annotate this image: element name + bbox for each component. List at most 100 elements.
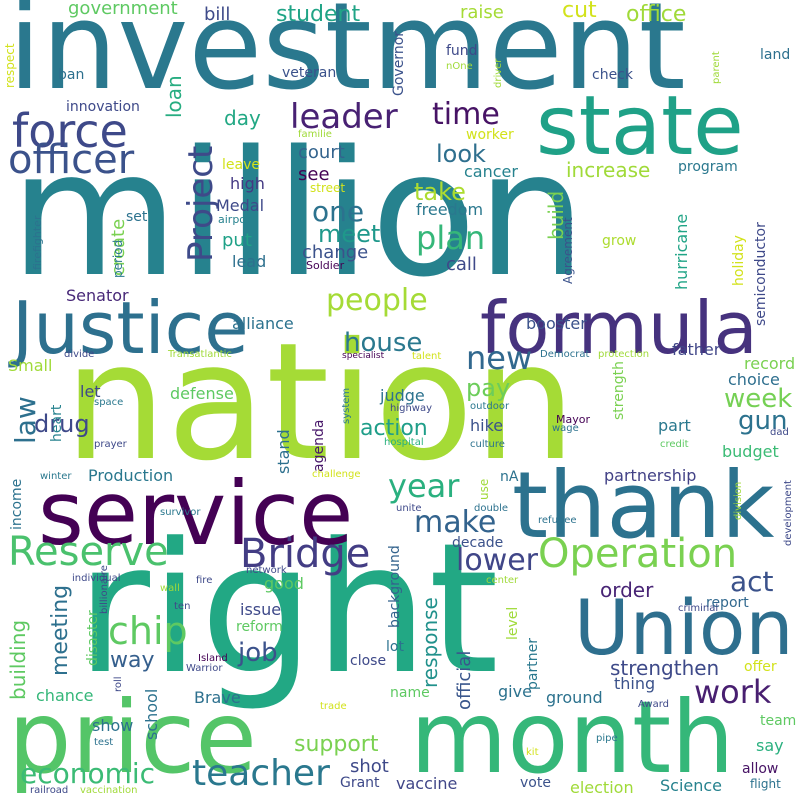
word-put: put	[222, 230, 252, 251]
word-leader: leader	[290, 97, 398, 137]
word-formula: formula	[480, 286, 758, 370]
word-chance: chance	[36, 686, 94, 705]
word-divide: divide	[64, 349, 95, 360]
word-million: million	[10, 113, 587, 315]
word-allow: allow	[742, 761, 779, 777]
word-change: change	[302, 242, 369, 263]
word-investment: investment	[8, 0, 686, 117]
word-grow: grow	[602, 233, 637, 249]
word-brave: Brave	[194, 688, 241, 707]
word-island: Island	[198, 653, 228, 664]
word-issue: issue	[240, 600, 282, 619]
word-official: official	[454, 650, 475, 710]
word-period: period	[111, 239, 125, 278]
word-thank: thank	[512, 452, 775, 559]
word-action: action	[360, 416, 428, 441]
word-talent: talent	[412, 351, 442, 362]
word-set: set	[126, 209, 148, 225]
word-way: way	[110, 648, 155, 673]
word-award: Award	[638, 699, 670, 710]
word-school: school	[142, 688, 161, 740]
word-culture: culture	[470, 439, 505, 450]
word-vaccination: vaccination	[80, 785, 138, 796]
word-act: act	[730, 565, 774, 598]
word-job: job	[238, 638, 278, 668]
word-chip: chip	[108, 609, 188, 653]
word-grant: Grant	[340, 775, 380, 791]
word-office: office	[626, 2, 687, 27]
word-meet: meet	[318, 220, 381, 248]
word-father: father	[672, 340, 721, 359]
word-meeting: meeting	[48, 584, 73, 676]
word-close: close	[350, 653, 387, 669]
word-teacher: teacher	[192, 753, 330, 794]
word-strengthen: strengthen	[610, 656, 720, 680]
word-bill: bill	[204, 4, 231, 25]
word-medal: Medal	[216, 196, 265, 215]
word-month: month	[410, 679, 735, 796]
word-price: price	[8, 679, 257, 796]
word-show: show	[92, 716, 134, 735]
word-project: Project	[181, 145, 221, 262]
word-income: income	[9, 478, 25, 530]
word-hospital: hospital	[384, 437, 424, 448]
word-ban: ban	[58, 67, 85, 83]
word-space: space	[94, 397, 124, 408]
word-operation: Operation	[538, 531, 738, 577]
word-outdoor: outdoor	[470, 401, 510, 412]
word-week: week	[724, 384, 793, 414]
word-transatlantic: Transatlantic	[168, 349, 232, 360]
word-agreement: Agreement	[561, 217, 575, 284]
word-firefighter: firefighter	[31, 215, 44, 270]
word-people: people	[326, 283, 428, 318]
word-democrat: Democrat	[540, 349, 590, 360]
word-fund: fund	[446, 43, 478, 59]
word-offer: offer	[744, 659, 777, 675]
word-look: look	[436, 140, 486, 168]
word-hurricane: hurricane	[672, 213, 691, 290]
word-partner: partner	[525, 638, 541, 690]
word-holiday: holiday	[731, 235, 747, 286]
word-veteran: veteran	[282, 65, 337, 81]
word-land: land	[760, 47, 791, 63]
word-court: court	[298, 142, 345, 163]
word-state: state	[536, 79, 744, 174]
word-mayor: Mayor	[556, 413, 590, 426]
word-railroad: railroad	[30, 785, 69, 796]
word-gun: gun	[738, 406, 788, 436]
word-part: part	[658, 416, 691, 435]
word-small: Small	[8, 356, 53, 375]
word-decade: decade	[452, 535, 504, 551]
word-pipe: pipe	[596, 733, 618, 744]
word-flight: flight	[750, 777, 781, 791]
word-airport: airport	[218, 213, 255, 226]
word-program: program	[678, 159, 738, 175]
word-make: make	[414, 505, 497, 540]
word-driver: driver	[493, 58, 504, 88]
word-government: government	[68, 0, 178, 19]
word-system: system	[341, 387, 352, 424]
word-center: center	[486, 575, 519, 586]
word-let: let	[80, 382, 101, 401]
word-good: good	[264, 574, 304, 593]
word-test: test	[94, 737, 114, 748]
word-force: force	[12, 104, 128, 158]
word-none: nOne	[446, 61, 473, 72]
word-high: high	[230, 174, 265, 193]
word-network: network	[246, 565, 287, 576]
word-partnership: partnership	[604, 466, 697, 485]
word-specialist: specialist	[342, 351, 385, 361]
word-loan: loan	[162, 75, 186, 118]
word-pay: pay	[466, 374, 511, 402]
word-lead: lead	[232, 252, 267, 271]
word-wage: wage	[552, 423, 579, 434]
word-new: new	[466, 339, 533, 377]
word-team: team	[760, 713, 797, 729]
word-shot: shot	[350, 756, 389, 777]
word-alliance: alliance	[232, 314, 294, 333]
word-building: building	[6, 619, 30, 700]
word-semiconductor: semiconductor	[753, 222, 769, 326]
word-bridge: Bridge	[240, 531, 371, 577]
word-check: check	[592, 67, 633, 83]
